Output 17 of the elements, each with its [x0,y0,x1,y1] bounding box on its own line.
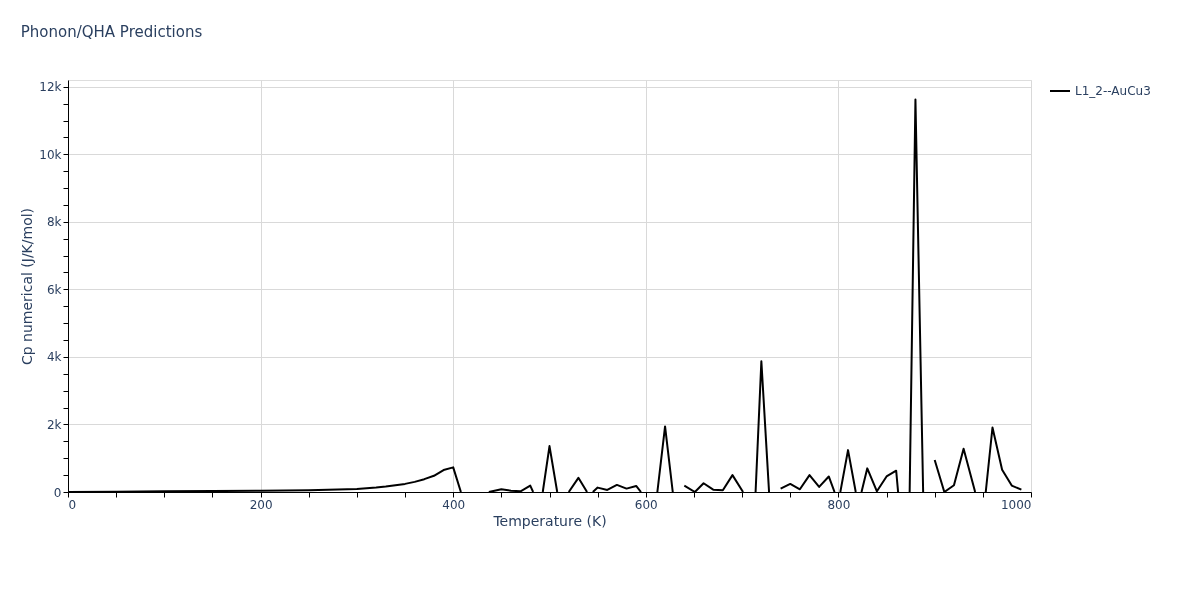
y-tick-label: 10k [39,147,62,162]
y-tick-label: 8k [46,215,62,230]
legend-label: L1_2--AuCu3 [1075,84,1151,98]
y-tick-label: 12k [39,80,62,95]
x-tick-label: 200 [249,497,273,512]
x-tick-label: 800 [827,497,851,512]
y-tick-label: 0 [53,485,62,500]
x-tick-label: 1000 [1000,497,1032,512]
x-axis-title: Temperature (K) [492,512,607,529]
x-tick-label: 600 [634,497,658,512]
y-tick-label: 2k [46,417,62,432]
y-tick-label: 4k [46,350,62,365]
y-axis-title: Cp numerical (J/K/mol) [19,207,36,366]
x-tick-label: 400 [442,497,466,512]
chart-title: Phonon/QHA Predictions [20,23,203,41]
x-tick-label: 0 [68,497,77,512]
y-tick-label: 6k [46,282,62,297]
